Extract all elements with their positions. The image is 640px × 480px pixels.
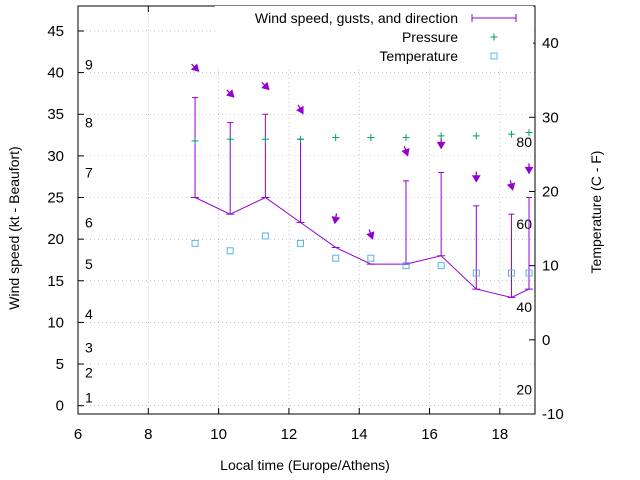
temperature-point	[507, 269, 515, 277]
y-tick-label: 5	[56, 356, 64, 373]
temperature-point	[437, 262, 445, 270]
wind-direction-arrow-head	[524, 166, 534, 175]
legend-background	[215, 6, 533, 68]
temperature-point	[402, 262, 410, 270]
x-tick-label: 12	[281, 426, 298, 443]
y-tick-label: 15	[47, 273, 64, 290]
y-tick-label: 40	[47, 65, 64, 82]
fahrenheit-label: 80	[516, 134, 532, 150]
wind-direction-arrow	[190, 63, 200, 72]
legend-label-wind: Wind speed, gusts, and direction	[255, 10, 458, 26]
wind-direction-arrow-head	[506, 182, 516, 191]
x-tick-label: 18	[492, 426, 509, 443]
pressure-point	[525, 129, 533, 137]
temperature-point	[297, 239, 305, 247]
y2-tick-label: 0	[542, 332, 550, 349]
y2-axis-title: Temperature (C - F)	[588, 151, 604, 274]
temperature-point	[191, 239, 199, 247]
grid-layer	[77, 6, 535, 414]
temperature-point	[525, 269, 533, 277]
wind-direction-arrow-head	[401, 147, 410, 157]
wind-direction-arrow-head	[190, 63, 200, 72]
fahrenheit-label: 60	[516, 216, 532, 232]
pressure-point	[191, 137, 199, 145]
wind-direction-arrow	[295, 104, 304, 115]
wind-direction-arrow	[506, 180, 516, 191]
pressure-point	[367, 134, 375, 142]
y2-tick-label: 40	[542, 35, 559, 52]
pressure-point	[261, 135, 269, 143]
ticks-layer: 6 8 10 12 14 16 18051015202530354045-100102030…	[47, 6, 564, 443]
beaufort-label: 3	[85, 339, 93, 355]
y-tick-label: 20	[47, 231, 64, 248]
legend: Wind speed, gusts, and direction Pressure…	[215, 6, 533, 68]
wind-direction-arrow-head	[366, 231, 375, 240]
x-axis-title: Local time (Europe/Athens)	[220, 457, 390, 473]
beaufort-label: 9	[85, 56, 93, 72]
temperature-point	[226, 247, 234, 255]
y-axis-title: Wind speed (kt - Beaufort)	[6, 146, 22, 309]
wind-direction-arrow	[524, 163, 534, 175]
wind-direction-arrow-head	[471, 175, 481, 183]
temperature-point	[261, 232, 269, 240]
fahrenheit-label: 20	[516, 382, 532, 398]
y-tick-label: 0	[56, 398, 64, 415]
wind-direction-arrow	[471, 171, 481, 183]
fahrenheit-label: 40	[516, 299, 532, 315]
beaufort-label: 8	[85, 115, 93, 131]
beaufort-label: 7	[85, 165, 93, 181]
pressure-point	[507, 130, 515, 138]
temperature-point	[367, 254, 375, 262]
wind-direction-arrow	[331, 213, 341, 225]
wind-direction-arrow-head	[226, 89, 235, 98]
y2-tick-label: 20	[542, 183, 559, 200]
wind-direction-arrow	[401, 145, 410, 157]
wind-direction-arrow	[261, 81, 270, 91]
x-tick-label: 6	[74, 426, 82, 443]
y2-tick-label: -10	[542, 406, 564, 423]
y-tick-label: 45	[47, 23, 64, 40]
wind-direction-arrow	[366, 229, 375, 240]
y-tick-label: 10	[47, 314, 64, 331]
beaufort-label: 4	[85, 306, 93, 322]
pressure-point	[402, 134, 410, 142]
temperature-point	[332, 254, 340, 262]
x-tick-label: 16	[421, 426, 438, 443]
beaufort-label: 6	[85, 214, 93, 230]
beaufort-label: 2	[85, 364, 93, 380]
pressure-point	[472, 132, 480, 140]
x-tick-label: 8	[144, 426, 152, 443]
legend-swatch-temperature	[490, 52, 498, 60]
y2-tick-label: 10	[542, 258, 559, 275]
wind-direction-arrow-head	[331, 216, 341, 225]
legend-label-pressure: Pressure	[402, 29, 458, 45]
legend-label-temperature: Temperature	[379, 48, 458, 64]
y-tick-label: 25	[47, 190, 64, 207]
pressure-point	[332, 134, 340, 142]
beaufort-label: 5	[85, 256, 93, 272]
pressure-point	[297, 135, 305, 143]
x-tick-label: 14	[351, 426, 368, 443]
y-tick-label: 30	[47, 148, 64, 165]
pressure-point	[226, 135, 234, 143]
data-layer	[190, 63, 534, 298]
wind-direction-arrow-head	[261, 81, 270, 91]
y2-tick-label: 30	[542, 109, 559, 126]
wind-direction-arrow	[436, 138, 446, 150]
y-tick-label: 35	[47, 106, 64, 123]
x-tick-label: 10	[210, 426, 227, 443]
beaufort-label: 1	[85, 389, 93, 405]
pressure-point	[437, 132, 445, 140]
wind-direction-arrow-head	[295, 105, 304, 115]
temperature-point	[472, 269, 480, 277]
wind-direction-arrow	[226, 89, 235, 98]
wind-direction-arrow-head	[436, 141, 446, 150]
